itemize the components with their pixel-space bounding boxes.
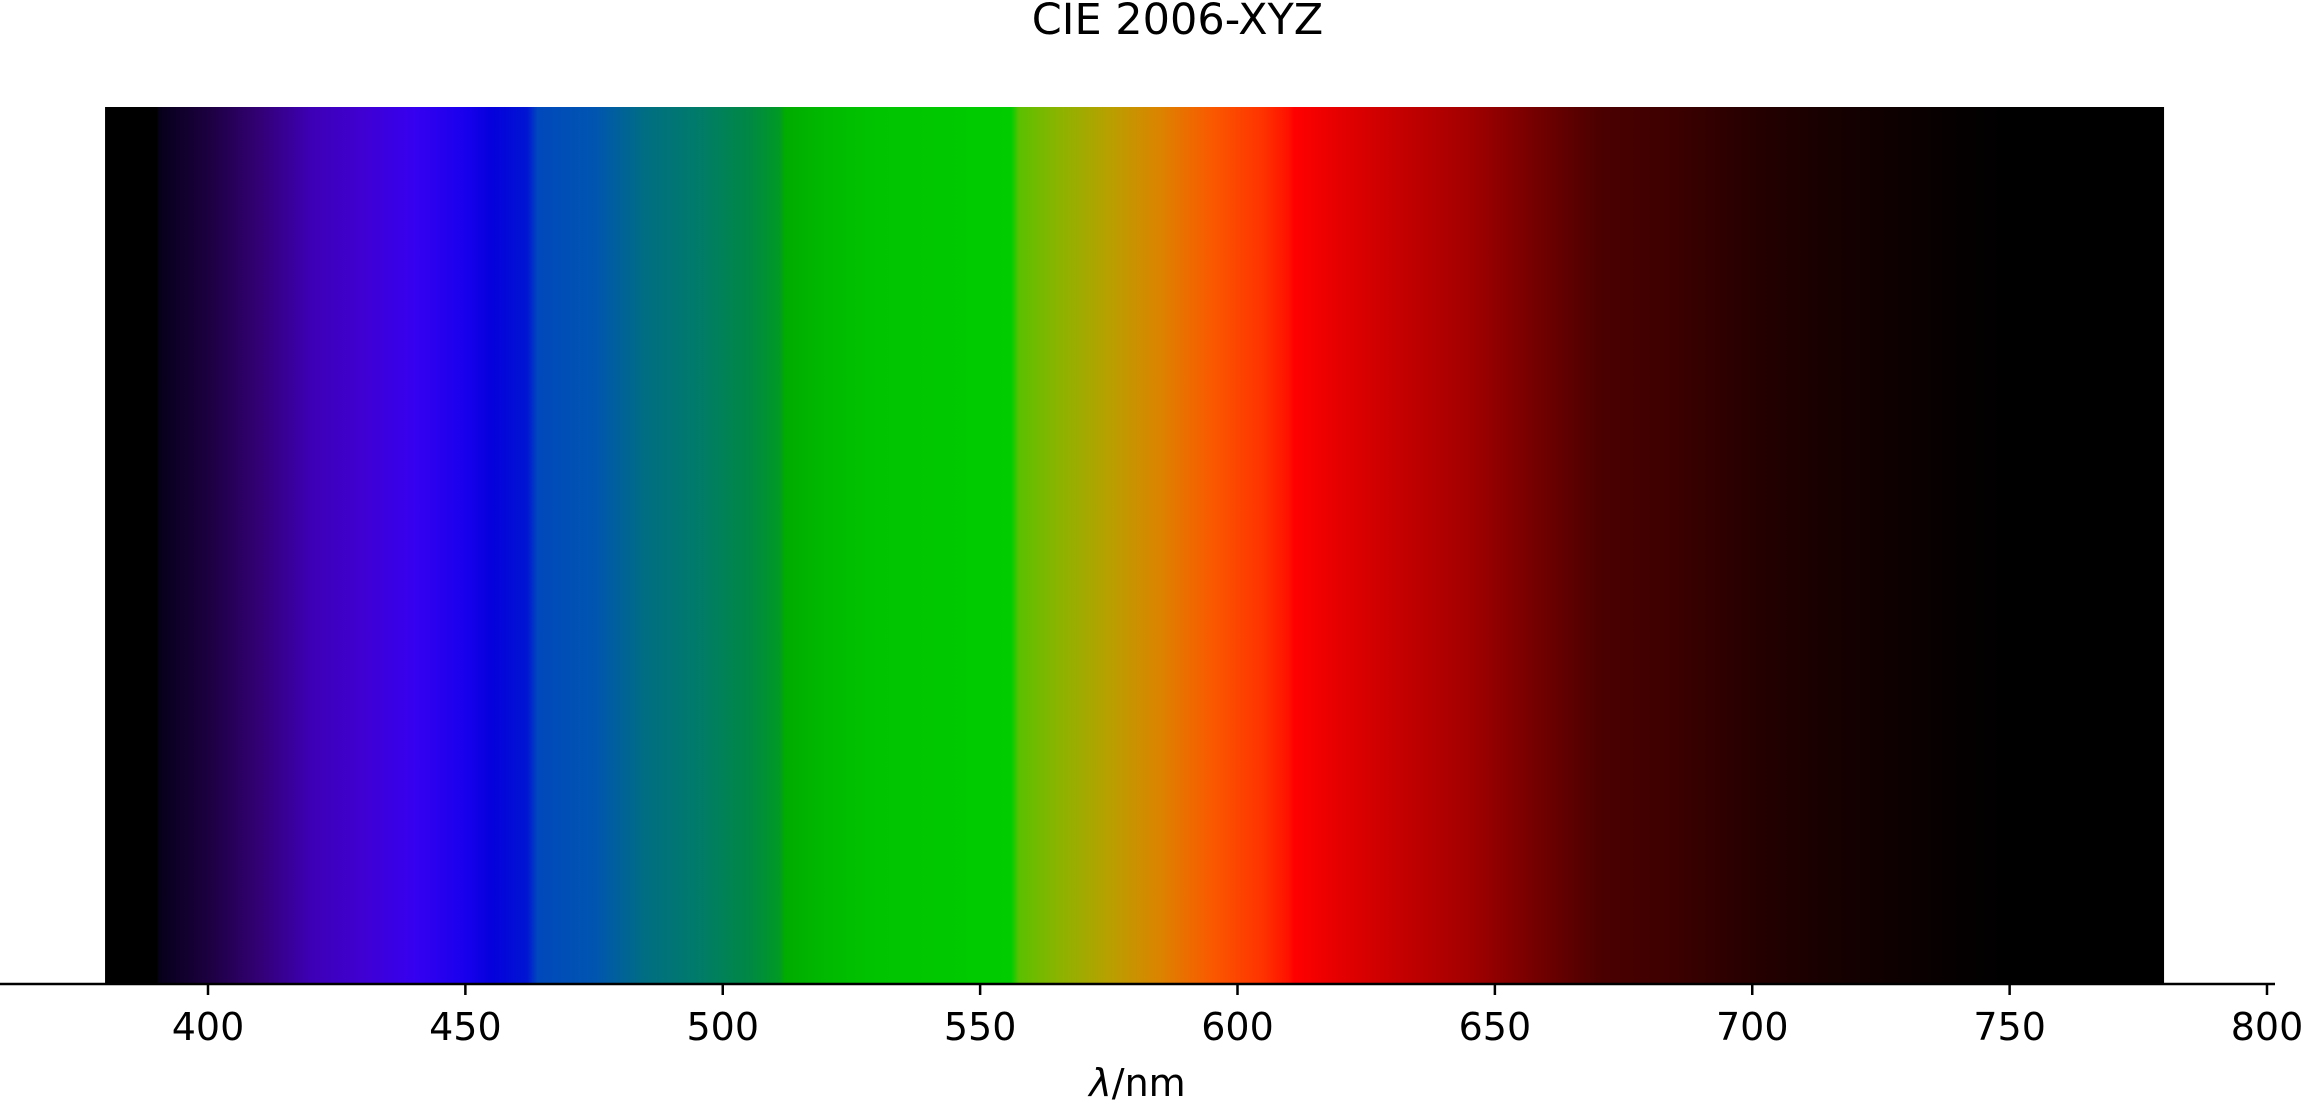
spectrum-band: [105, 107, 2165, 984]
x-tick-label-400: 400: [172, 1005, 245, 1049]
x-tick-label-800: 800: [2231, 1005, 2304, 1049]
x-axis-label-symbol: λ: [1087, 1061, 1112, 1105]
x-tick-label-500: 500: [686, 1005, 759, 1049]
x-tick-label-600: 600: [1201, 1005, 1274, 1049]
x-axis-ticks: 400 450 500 550 600 650 700 750 800: [172, 984, 2304, 1049]
chart-title: CIE 2006-XYZ: [1032, 0, 1324, 45]
x-axis-label: λ/nm: [1087, 1061, 1185, 1105]
x-tick-label-650: 650: [1459, 1005, 1532, 1049]
x-tick-label-450: 450: [429, 1005, 502, 1049]
x-axis-label-unit: /nm: [1112, 1061, 1186, 1105]
x-tick-label-750: 750: [1973, 1005, 2046, 1049]
x-tick-label-700: 700: [1716, 1005, 1789, 1049]
x-tick-label-550: 550: [944, 1005, 1017, 1049]
